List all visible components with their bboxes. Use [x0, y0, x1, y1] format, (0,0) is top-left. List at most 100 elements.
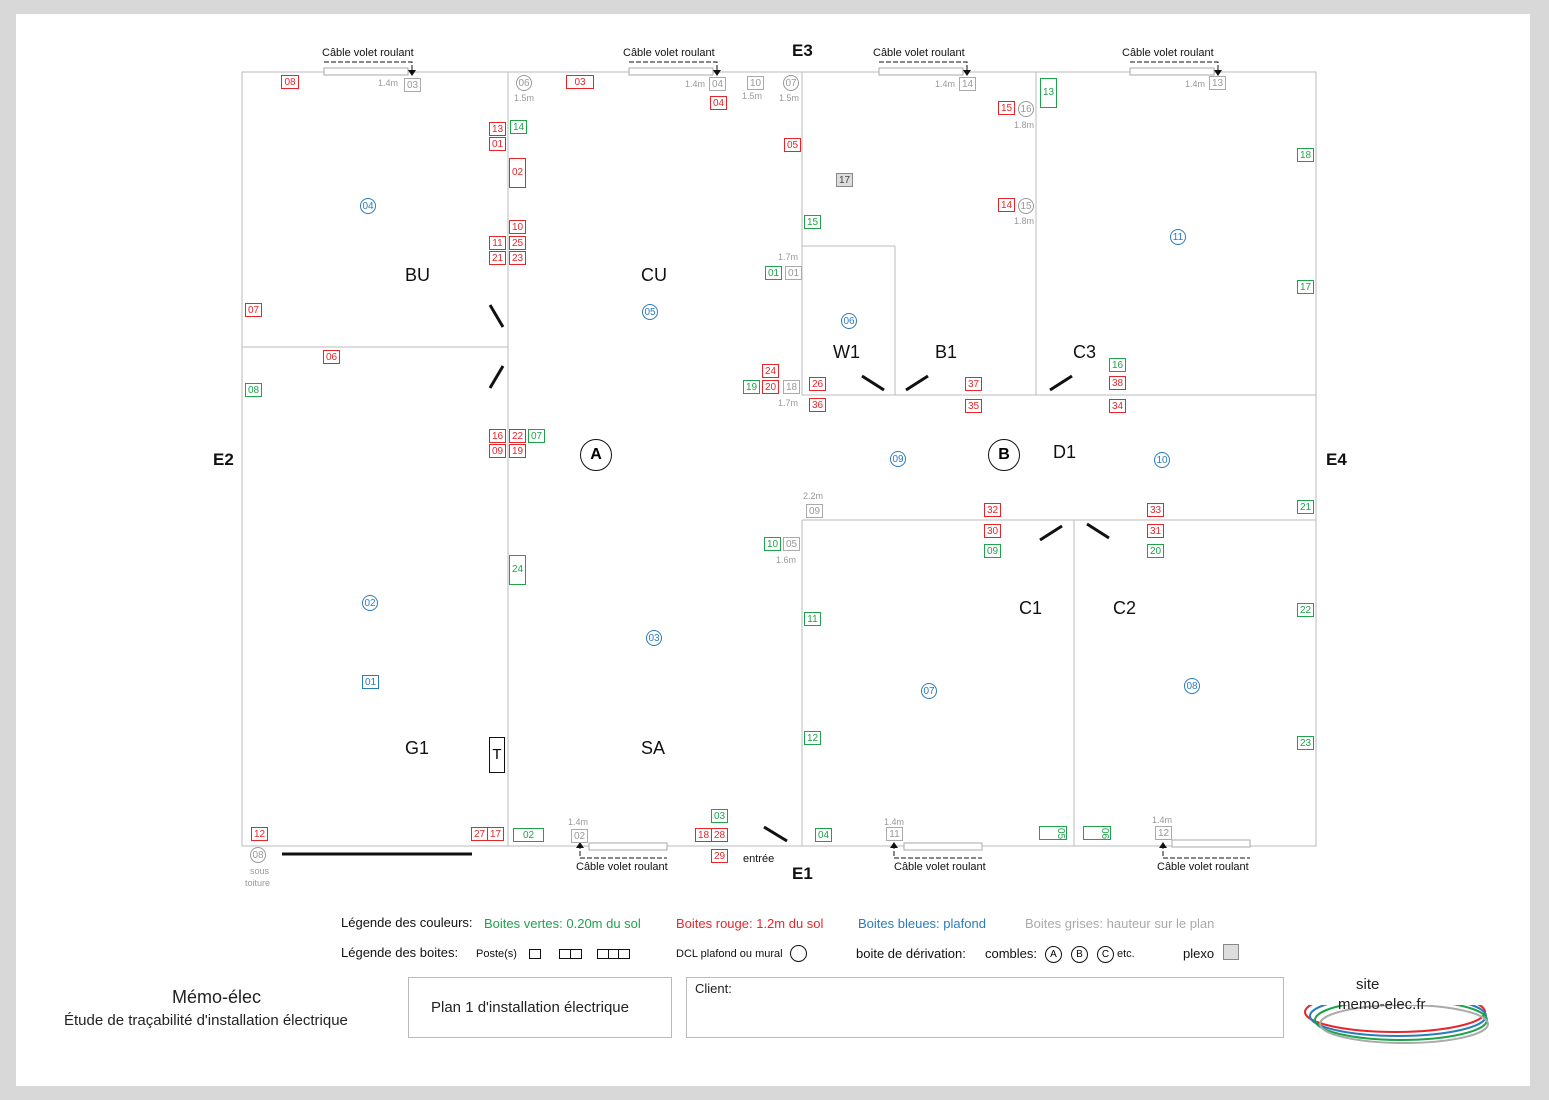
plexo-box: 17	[836, 173, 853, 187]
cable-label: Câble volet roulant	[576, 861, 668, 873]
legend-boxes-title: Légende des boites:	[341, 945, 459, 960]
red-box: 05	[784, 138, 801, 152]
grey-box: 05	[783, 537, 800, 551]
green-box: 20	[1147, 544, 1164, 558]
green-box: 09	[984, 544, 1001, 558]
double-box-icon	[559, 949, 582, 959]
red-box: 11	[489, 236, 506, 250]
plan-title-box	[408, 977, 672, 1038]
red-box: 22	[509, 429, 526, 443]
red-box: 21	[489, 251, 506, 265]
grey-box: 11	[886, 827, 903, 841]
exterior-label-e2: E2	[213, 450, 234, 469]
wall-dcl: 16	[1018, 101, 1034, 117]
toiture-label: toiture	[245, 878, 271, 888]
room-label-w1: W1	[833, 342, 860, 362]
room-label-sa: SA	[641, 738, 666, 758]
sous-label: sous	[250, 866, 270, 876]
brand-title: Mémo-élec	[172, 987, 262, 1007]
cable-label: Câble volet roulant	[1122, 47, 1214, 59]
height-note: 1.5m	[742, 91, 763, 101]
red-box: 12	[251, 827, 268, 841]
junction-box-a: A	[580, 439, 612, 471]
legend-combles: combles:	[985, 946, 1038, 961]
circle-b-icon: B	[1071, 946, 1088, 963]
red-box: 17	[487, 827, 504, 841]
room-label-c3: C3	[1073, 342, 1097, 362]
height-note: 1.4m	[884, 817, 905, 827]
dcl-circle-icon	[790, 945, 807, 962]
exterior-label-e1: E1	[792, 864, 813, 883]
height-note: 1.7m	[778, 398, 799, 408]
height-note: 2.2m	[803, 491, 824, 501]
circle-a-icon: A	[1045, 946, 1062, 963]
green-box: 12	[804, 731, 821, 745]
red-box: 30	[984, 524, 1001, 538]
ceiling-dcl: 03	[646, 630, 662, 646]
grey-box: 12	[1155, 826, 1172, 840]
cable-label: Câble volet roulant	[873, 47, 965, 59]
green-box: 24	[509, 555, 526, 585]
cable-label: Câble volet roulant	[1157, 861, 1249, 873]
red-box: 37	[965, 377, 982, 391]
red-box: 36	[809, 398, 826, 412]
red-box: 34	[1109, 399, 1126, 413]
red-box: 38	[1109, 376, 1126, 390]
cable-label: Câble volet roulant	[322, 47, 414, 59]
ceiling-dcl: 06	[841, 313, 857, 329]
legend-poste: Poste(s)	[476, 948, 517, 960]
height-note: 1.4m	[935, 79, 956, 89]
red-box: 01	[489, 137, 506, 151]
grey-box: 18	[783, 380, 800, 394]
green-box: 13	[1040, 78, 1057, 108]
red-box: 24	[762, 364, 779, 378]
wall-dcl: 07	[783, 75, 799, 91]
ceiling-dcl: 09	[890, 451, 906, 467]
client-box[interactable]	[686, 977, 1284, 1038]
plexo-icon	[1223, 944, 1239, 960]
room-label-b1: B1	[935, 342, 958, 362]
red-box: 35	[965, 399, 982, 413]
green-box: 03	[711, 809, 728, 823]
cable-label: Câble volet roulant	[623, 47, 715, 59]
red-box: 02	[509, 158, 526, 188]
single-box-icon	[529, 949, 541, 959]
room-label-c2: C2	[1113, 598, 1137, 618]
ceiling-dcl: 10	[1154, 452, 1170, 468]
red-box: 32	[984, 503, 1001, 517]
exterior-label-e3: E3	[792, 41, 813, 60]
legend-dcl: DCL plafond ou mural	[676, 948, 783, 960]
green-box: 01	[765, 266, 782, 280]
height-note: 1.7m	[778, 252, 799, 262]
site-line2[interactable]: memo-elec.fr	[1338, 996, 1426, 1013]
red-box: 33	[1147, 503, 1164, 517]
green-box: 08	[245, 383, 262, 397]
green-box: 07	[528, 429, 545, 443]
red-box: 09	[489, 444, 506, 458]
entree-label: entrée	[743, 853, 775, 865]
height-note: 1.5m	[514, 93, 535, 103]
red-box: 18	[695, 828, 712, 842]
red-box: 03	[566, 75, 594, 89]
legend-grey: Boites grises: hauteur sur le plan	[1025, 916, 1215, 931]
green-box: 11	[804, 612, 821, 626]
junction-box-b: B	[988, 439, 1020, 471]
height-note: 1.4m	[1185, 79, 1206, 89]
red-box: 23	[509, 251, 526, 265]
cable-label: Câble volet roulant	[894, 861, 986, 873]
legend-derivation: boite de dérivation:	[856, 946, 966, 961]
site-line1: site	[1356, 976, 1380, 993]
room-label-c1: C1	[1019, 598, 1043, 618]
room-label-bu: BU	[405, 265, 431, 285]
wall-dcl: 06	[516, 75, 532, 91]
green-box: 23	[1297, 736, 1314, 750]
red-box: 26	[809, 377, 826, 391]
ceiling-dcl: 04	[360, 198, 376, 214]
red-box: 10	[509, 220, 526, 234]
ceiling-dcl: 08	[1184, 678, 1200, 694]
green-box: 14	[510, 120, 527, 134]
red-box: 28	[711, 828, 728, 842]
grey-box: 04	[709, 77, 726, 91]
height-note: 1.4m	[378, 78, 399, 88]
